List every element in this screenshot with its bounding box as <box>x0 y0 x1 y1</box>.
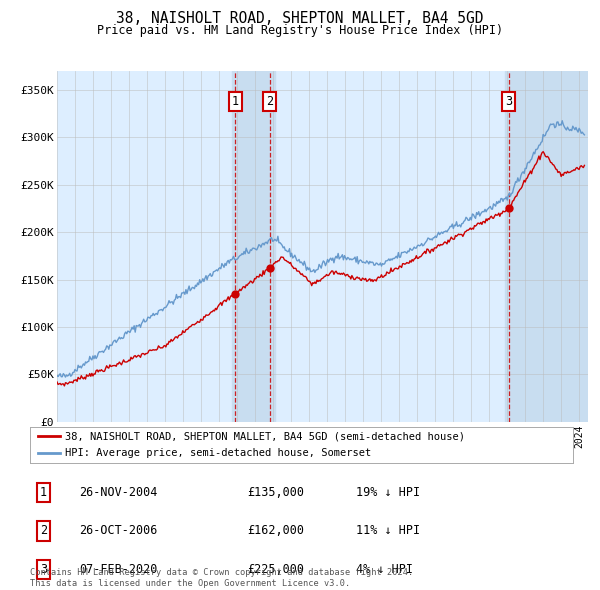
Text: £225,000: £225,000 <box>247 563 304 576</box>
Text: This data is licensed under the Open Government Licence v3.0.: This data is licensed under the Open Gov… <box>30 579 350 588</box>
Text: 11% ↓ HPI: 11% ↓ HPI <box>356 525 420 537</box>
Text: 2: 2 <box>40 525 47 537</box>
Text: 3: 3 <box>505 94 512 107</box>
Text: HPI: Average price, semi-detached house, Somerset: HPI: Average price, semi-detached house,… <box>65 448 371 458</box>
Text: 2: 2 <box>266 94 274 107</box>
Text: 26-NOV-2004: 26-NOV-2004 <box>79 486 157 499</box>
Text: 07-FEB-2020: 07-FEB-2020 <box>79 563 157 576</box>
Text: 1: 1 <box>40 486 47 499</box>
Text: 38, NAISHOLT ROAD, SHEPTON MALLET, BA4 5GD (semi-detached house): 38, NAISHOLT ROAD, SHEPTON MALLET, BA4 5… <box>65 431 465 441</box>
Text: £135,000: £135,000 <box>247 486 304 499</box>
Text: 3: 3 <box>40 563 47 576</box>
Text: Price paid vs. HM Land Registry's House Price Index (HPI): Price paid vs. HM Land Registry's House … <box>97 24 503 37</box>
Text: Contains HM Land Registry data © Crown copyright and database right 2024.: Contains HM Land Registry data © Crown c… <box>30 568 413 577</box>
Bar <box>232 71 275 422</box>
Text: 38, NAISHOLT ROAD, SHEPTON MALLET, BA4 5GD: 38, NAISHOLT ROAD, SHEPTON MALLET, BA4 5… <box>116 11 484 25</box>
Text: 19% ↓ HPI: 19% ↓ HPI <box>356 486 420 499</box>
Text: 4% ↓ HPI: 4% ↓ HPI <box>356 563 413 576</box>
Text: 1: 1 <box>232 94 239 107</box>
Text: 26-OCT-2006: 26-OCT-2006 <box>79 525 157 537</box>
Bar <box>505 71 588 422</box>
Text: £162,000: £162,000 <box>247 525 304 537</box>
